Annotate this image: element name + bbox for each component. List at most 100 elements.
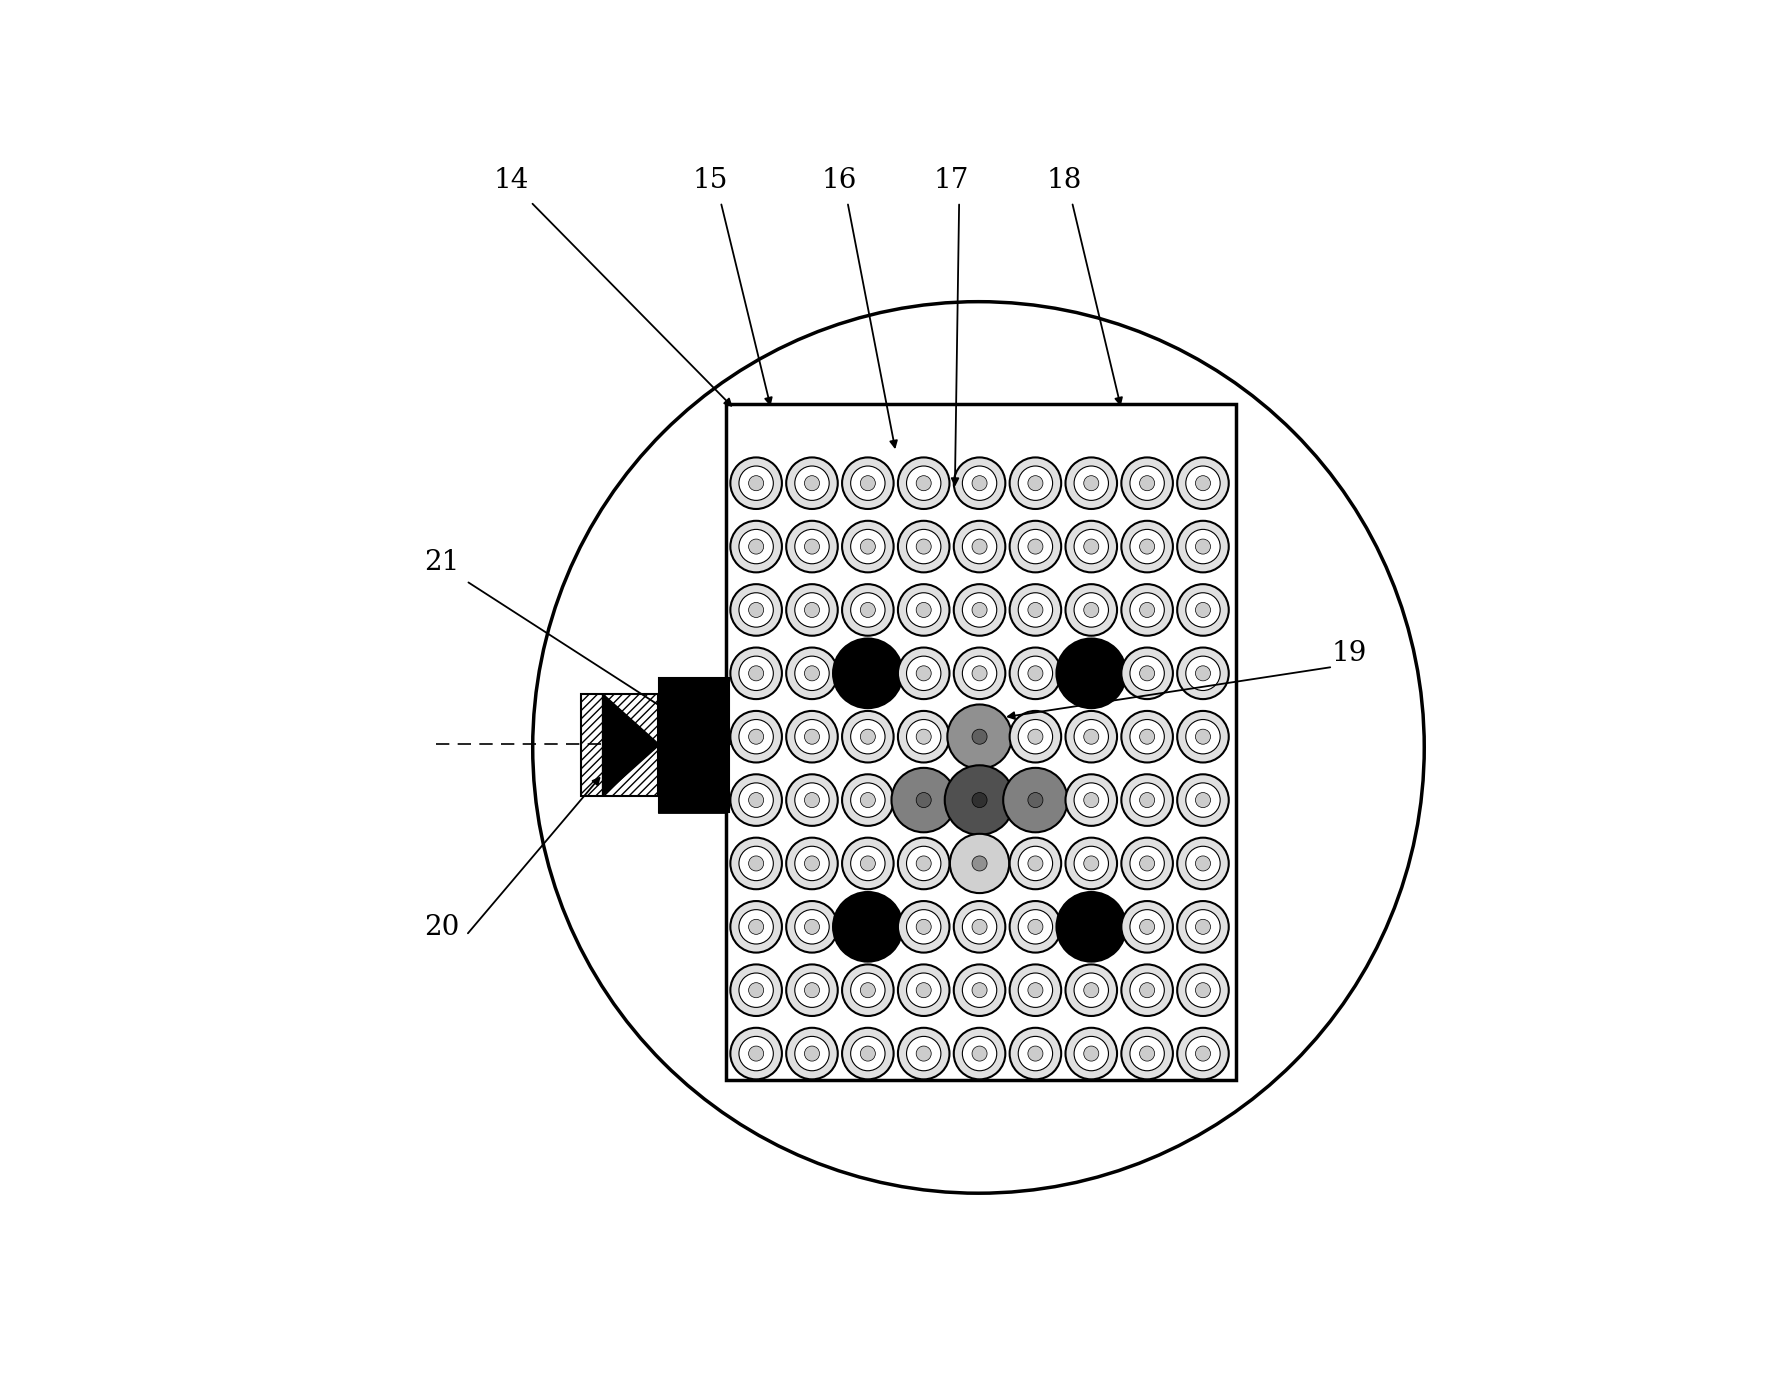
Circle shape — [660, 684, 706, 731]
Circle shape — [1121, 837, 1174, 889]
Circle shape — [917, 476, 931, 491]
Circle shape — [1195, 730, 1211, 744]
Circle shape — [851, 593, 885, 628]
Circle shape — [1028, 857, 1043, 870]
Circle shape — [785, 458, 839, 509]
Circle shape — [1028, 982, 1043, 997]
Circle shape — [1028, 730, 1043, 744]
Circle shape — [1074, 720, 1108, 753]
Circle shape — [1140, 792, 1154, 808]
Circle shape — [785, 901, 839, 953]
Circle shape — [1018, 910, 1053, 944]
Circle shape — [739, 593, 773, 628]
Circle shape — [1140, 857, 1154, 870]
Circle shape — [1129, 910, 1165, 944]
Circle shape — [1121, 964, 1174, 1016]
Circle shape — [972, 919, 988, 935]
Circle shape — [972, 538, 988, 554]
Circle shape — [851, 847, 885, 880]
Circle shape — [1177, 458, 1229, 509]
Circle shape — [739, 783, 773, 817]
Circle shape — [1195, 982, 1211, 997]
Circle shape — [748, 792, 764, 808]
Circle shape — [730, 647, 782, 699]
Circle shape — [1140, 1046, 1154, 1062]
Circle shape — [860, 603, 876, 618]
Circle shape — [963, 529, 996, 564]
Circle shape — [897, 711, 950, 763]
Circle shape — [1121, 774, 1174, 826]
Circle shape — [947, 704, 1012, 769]
Circle shape — [1009, 585, 1062, 636]
Text: 14: 14 — [493, 167, 528, 194]
Circle shape — [748, 982, 764, 997]
Circle shape — [1177, 520, 1229, 572]
Circle shape — [1121, 458, 1174, 509]
Circle shape — [1186, 974, 1220, 1007]
Circle shape — [805, 919, 819, 935]
Circle shape — [1009, 837, 1062, 889]
Circle shape — [851, 529, 885, 564]
Circle shape — [668, 767, 699, 798]
Circle shape — [794, 656, 830, 691]
Circle shape — [954, 964, 1005, 1016]
Circle shape — [1004, 767, 1067, 833]
Circle shape — [1066, 774, 1117, 826]
Circle shape — [785, 711, 839, 763]
Circle shape — [860, 982, 876, 997]
Circle shape — [917, 665, 931, 681]
Circle shape — [1177, 647, 1229, 699]
Circle shape — [1195, 1046, 1211, 1062]
Circle shape — [917, 1046, 931, 1062]
Circle shape — [748, 603, 764, 618]
Circle shape — [1177, 1028, 1229, 1080]
Circle shape — [972, 857, 988, 870]
Circle shape — [972, 1046, 988, 1062]
Circle shape — [892, 767, 956, 833]
Circle shape — [1186, 1036, 1220, 1071]
Circle shape — [1083, 792, 1099, 808]
Circle shape — [954, 585, 1005, 636]
Circle shape — [1121, 711, 1174, 763]
Circle shape — [730, 837, 782, 889]
Circle shape — [897, 964, 950, 1016]
Circle shape — [851, 466, 885, 501]
Circle shape — [1009, 901, 1062, 953]
Circle shape — [1074, 974, 1108, 1007]
Circle shape — [1028, 1046, 1043, 1062]
Circle shape — [1057, 639, 1126, 709]
Circle shape — [730, 1028, 782, 1080]
Circle shape — [842, 585, 894, 636]
Circle shape — [1186, 529, 1220, 564]
Circle shape — [860, 1046, 876, 1062]
Circle shape — [1083, 1046, 1099, 1062]
Circle shape — [1195, 792, 1211, 808]
Circle shape — [954, 1028, 1005, 1080]
Circle shape — [1129, 783, 1165, 817]
Circle shape — [954, 520, 1005, 572]
Circle shape — [1066, 520, 1117, 572]
Circle shape — [1177, 901, 1229, 953]
Circle shape — [906, 974, 941, 1007]
Circle shape — [748, 857, 764, 870]
Bar — [582, 693, 658, 795]
Circle shape — [730, 711, 782, 763]
Circle shape — [1186, 656, 1220, 691]
Text: 16: 16 — [821, 167, 856, 194]
Circle shape — [1028, 476, 1043, 491]
Circle shape — [851, 974, 885, 1007]
Circle shape — [1129, 1036, 1165, 1071]
Circle shape — [972, 730, 988, 744]
Circle shape — [1186, 783, 1220, 817]
Circle shape — [1018, 1036, 1053, 1071]
Circle shape — [739, 529, 773, 564]
Circle shape — [785, 647, 839, 699]
Circle shape — [917, 857, 931, 870]
Text: 21: 21 — [424, 548, 459, 576]
Circle shape — [785, 520, 839, 572]
Circle shape — [945, 766, 1014, 834]
Circle shape — [917, 982, 931, 997]
Text: 17: 17 — [934, 167, 970, 194]
Circle shape — [794, 783, 830, 817]
Circle shape — [1177, 837, 1229, 889]
